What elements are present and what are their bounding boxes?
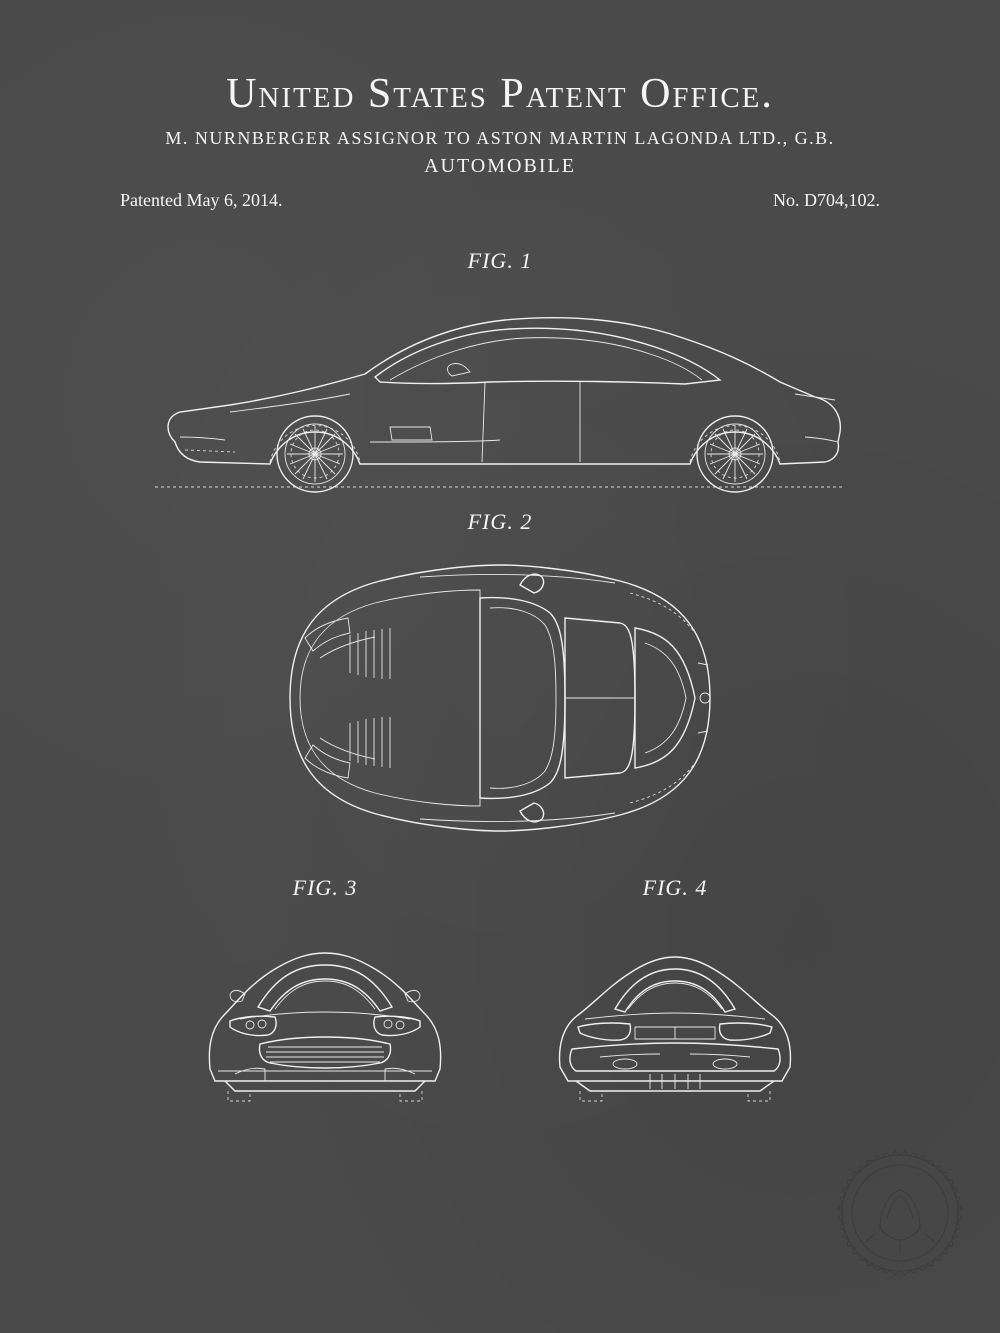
fig2-label: FIG. 2 — [80, 509, 920, 535]
fig3-drawing — [180, 909, 470, 1109]
front-wheel-icon — [277, 416, 353, 492]
assignor-line: M. NURNBERGER ASSIGNOR TO ASTON MARTIN L… — [80, 128, 920, 149]
rear-wheel-icon — [697, 416, 773, 492]
header-block: United States Patent Office. M. NURNBERG… — [80, 70, 920, 236]
fig4-drawing — [530, 909, 820, 1109]
figure-3-block: FIG. 3 — [180, 863, 470, 1109]
fig2-drawing — [220, 543, 780, 853]
figure-2-block: FIG. 2 — [80, 497, 920, 853]
patent-date: Patented May 6, 2014. — [120, 190, 282, 211]
bottom-figure-row: FIG. 3 — [80, 863, 920, 1109]
figure-1-block: FIG. 1 — [80, 236, 920, 497]
fig4-label: FIG. 4 — [530, 875, 820, 901]
fig1-drawing — [140, 282, 860, 497]
meta-row: Patented May 6, 2014. No. D704,102. — [80, 190, 920, 211]
subject-line: AUTOMOBILE — [80, 155, 920, 178]
figure-4-block: FIG. 4 — [530, 863, 820, 1109]
patent-page: United States Patent Office. M. NURNBERG… — [0, 0, 1000, 1333]
patent-number: No. D704,102. — [773, 190, 880, 211]
fig1-label: FIG. 1 — [80, 248, 920, 274]
patent-seal-icon — [835, 1148, 965, 1278]
page-title: United States Patent Office. — [80, 70, 920, 118]
fig3-label: FIG. 3 — [180, 875, 470, 901]
